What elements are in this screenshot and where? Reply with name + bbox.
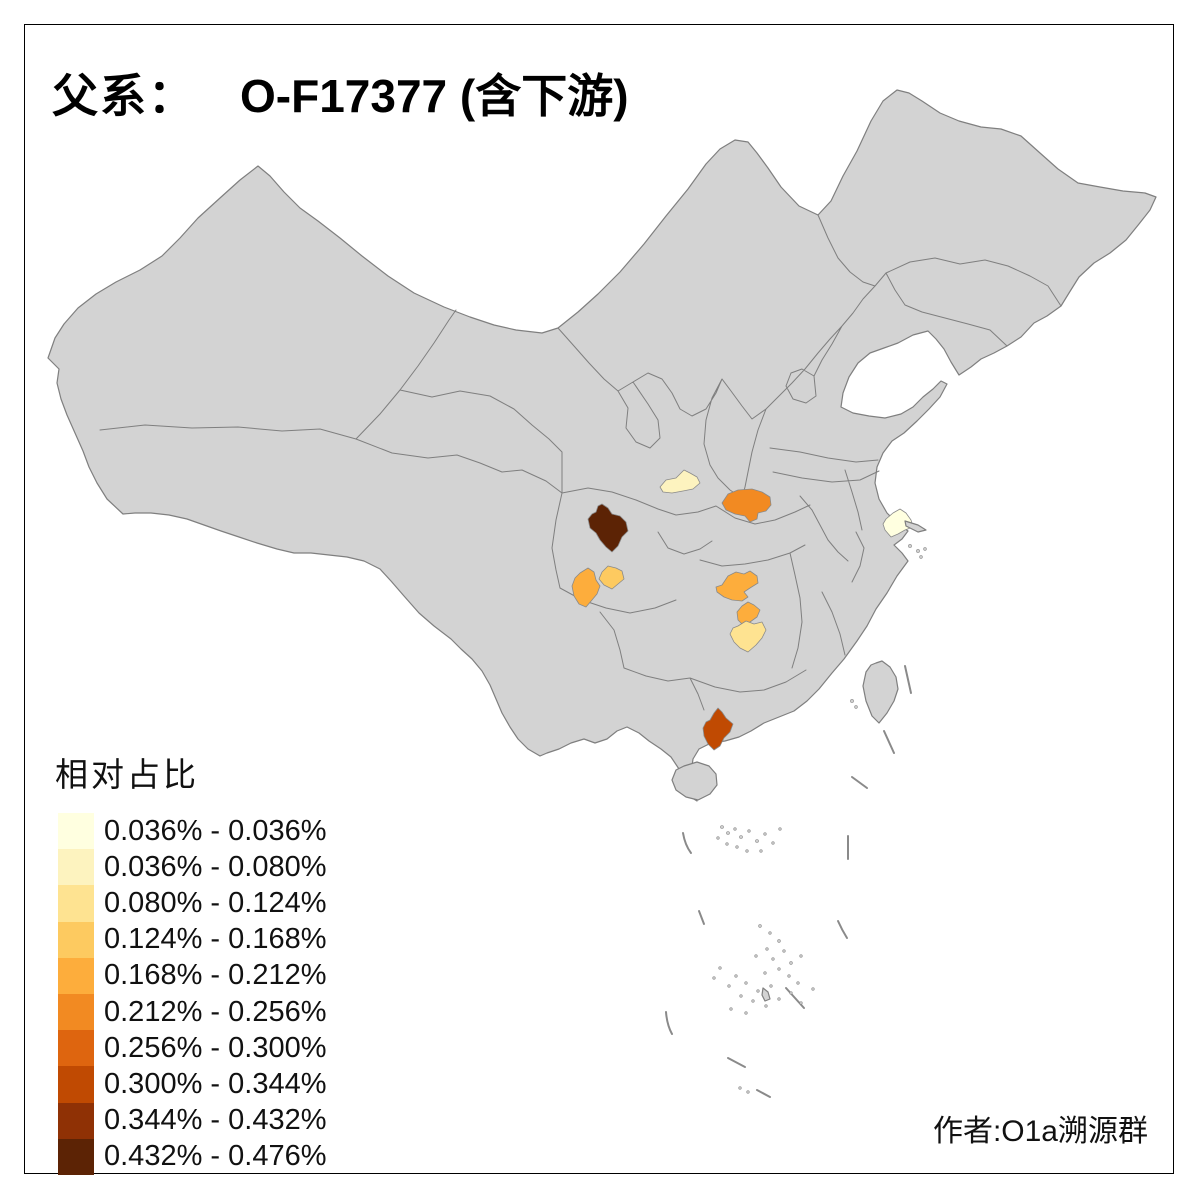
legend-swatch bbox=[58, 1066, 94, 1103]
legend-swatch bbox=[58, 1102, 94, 1139]
legend-swatch bbox=[58, 849, 94, 886]
legend-swatch bbox=[58, 957, 94, 994]
legend-row: 0.432% - 0.476% bbox=[58, 1138, 327, 1175]
nine-dash-line bbox=[665, 665, 912, 1098]
title-main: O-F17377 (含下游) bbox=[240, 70, 629, 122]
legend-swatch bbox=[58, 993, 94, 1031]
region-sichuan-west bbox=[587, 503, 629, 553]
legend-row: 0.036% - 0.036% bbox=[58, 813, 327, 850]
taiwan-island bbox=[862, 660, 899, 724]
region-guangxi-south bbox=[702, 707, 734, 751]
legend-row: 0.168% - 0.212% bbox=[58, 957, 327, 994]
legend-row: 0.080% - 0.124% bbox=[58, 885, 327, 922]
attribution: 作者:O1a溯源群 bbox=[932, 1115, 1148, 1148]
legend-row: 0.124% - 0.168% bbox=[58, 921, 327, 958]
legend-swatch bbox=[58, 885, 94, 922]
legend-label: 0.300% - 0.344% bbox=[104, 1067, 327, 1100]
legend-row: 0.256% - 0.300% bbox=[58, 1030, 327, 1067]
legend-row: 0.212% - 0.256% bbox=[58, 993, 327, 1031]
region-hunan-north bbox=[715, 570, 759, 602]
legend-label: 0.256% - 0.300% bbox=[104, 1031, 327, 1064]
legend-label: 0.432% - 0.476% bbox=[104, 1140, 327, 1173]
region-sichuan-southwest bbox=[571, 567, 601, 608]
legend-row: 0.300% - 0.344% bbox=[58, 1066, 327, 1103]
region-henan-southwest bbox=[721, 488, 772, 523]
legend-label: 0.212% - 0.256% bbox=[104, 995, 327, 1028]
legend-label: 0.036% - 0.080% bbox=[104, 850, 327, 883]
islands bbox=[671, 520, 927, 1002]
legend-label: 0.124% - 0.168% bbox=[104, 923, 327, 956]
mainland-outline bbox=[47, 89, 1157, 802]
region-jiangsu-south bbox=[882, 508, 914, 538]
islet-specks bbox=[712, 544, 927, 1094]
legend-label: 0.168% - 0.212% bbox=[104, 959, 327, 992]
region-sichuan-east-small bbox=[598, 565, 625, 590]
legend-label: 0.080% - 0.124% bbox=[104, 886, 327, 919]
chongming-island bbox=[904, 520, 927, 533]
legend-row: 0.344% - 0.432% bbox=[58, 1102, 327, 1139]
legend-swatch bbox=[58, 813, 94, 850]
region-gansu-southeast bbox=[659, 469, 701, 494]
legend-row: 0.036% - 0.080% bbox=[58, 849, 327, 886]
plot-title: 父系： O-F17377 (含下游) bbox=[52, 60, 629, 126]
legend: 相对占比 0.036% - 0.036% 0.036% - 0.080% 0.080… bbox=[55, 748, 326, 1175]
legend-swatch bbox=[58, 1138, 94, 1175]
region-hunan-middle bbox=[736, 601, 761, 627]
title-prefix: 父系： bbox=[52, 71, 196, 122]
legend-title: 相对占比 bbox=[55, 756, 199, 793]
legend-label: 0.344% - 0.432% bbox=[104, 1104, 327, 1137]
legend-label: 0.036% - 0.036% bbox=[104, 814, 327, 847]
palawan-sliver bbox=[761, 987, 771, 1002]
legend-rows: 0.036% - 0.036% 0.036% - 0.080% 0.080% - 0… bbox=[58, 813, 326, 1175]
highlighted-regions bbox=[571, 469, 914, 751]
province-borders bbox=[99, 214, 1062, 711]
legend-swatch bbox=[58, 921, 94, 958]
hainan-island bbox=[671, 761, 718, 801]
legend-swatch bbox=[58, 1030, 94, 1067]
region-hunan-south bbox=[729, 620, 767, 653]
